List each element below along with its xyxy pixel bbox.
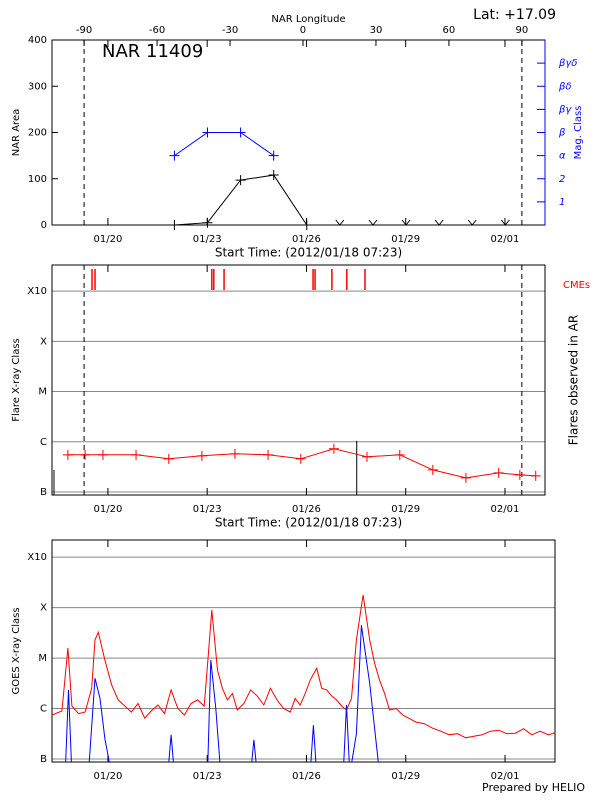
point-marker	[131, 449, 142, 460]
y-axis-label: NAR Area	[11, 109, 22, 156]
point-marker	[361, 451, 372, 462]
point-marker	[169, 150, 180, 161]
point-marker	[196, 450, 207, 461]
x-tick-label: 01/23	[193, 234, 222, 245]
series-line	[174, 132, 274, 157]
point-marker	[202, 127, 213, 138]
point-marker	[202, 217, 213, 228]
x-tick-label: 02/01	[491, 234, 520, 245]
plot-frame	[51, 539, 556, 763]
x2-tick-label: -60	[149, 25, 165, 36]
y2-tick-label: α	[559, 151, 566, 162]
cme-label: CMEs	[563, 280, 590, 291]
x-tick-label: 01/20	[94, 771, 123, 782]
point-marker	[301, 220, 312, 230]
x2-tick-label: 90	[516, 25, 529, 36]
y2-tick-label: βγδ	[558, 58, 577, 69]
y-tick-label: 300	[28, 81, 47, 92]
annotation: Prepared by HELIO	[482, 781, 585, 794]
point-marker	[530, 470, 541, 481]
point-marker	[268, 170, 279, 181]
x2-tick-label: 0	[300, 25, 306, 36]
point-marker	[163, 453, 174, 464]
point-marker	[80, 449, 91, 460]
x2-tick-label: 30	[370, 25, 383, 36]
series-line	[52, 594, 555, 739]
point-marker	[328, 443, 339, 454]
point-marker	[368, 219, 378, 226]
y-tick-label: M	[38, 653, 47, 664]
point-marker	[401, 219, 411, 226]
y2-tick-label: β	[558, 128, 566, 139]
x-tick-label: 01/23	[193, 504, 222, 515]
x-tick-label: 02/01	[491, 504, 520, 515]
annotation: Lat: +17.09	[473, 7, 556, 23]
y2-tick-label: βδ	[558, 81, 572, 92]
x2-tick-label: -30	[222, 25, 238, 36]
point-marker	[434, 219, 444, 226]
x-tick-label: 01/29	[391, 504, 420, 515]
point-marker	[295, 453, 306, 464]
y-tick-label: B	[40, 754, 47, 765]
point-marker	[268, 150, 279, 161]
x2-tick-label: 60	[443, 25, 456, 36]
y-tick-label: X10	[27, 552, 47, 563]
point-marker	[460, 472, 471, 483]
point-marker	[335, 219, 345, 226]
y-tick-label: X10	[27, 286, 47, 297]
point-marker	[394, 449, 405, 460]
x-tick-label: 01/26	[292, 771, 321, 782]
point-marker	[235, 175, 246, 186]
x-axis-label: Start Time: (2012/01/18 07:23)	[215, 246, 402, 260]
point-marker	[263, 449, 274, 460]
y-tick-label: C	[40, 437, 47, 448]
x2-axis-label: NAR Longitude	[271, 14, 345, 25]
plot-frame	[51, 39, 546, 226]
x-tick-label: 01/20	[94, 504, 123, 515]
x-tick-label: 01/23	[193, 771, 222, 782]
x-tick-label: 01/20	[94, 234, 123, 245]
point-marker	[493, 467, 504, 478]
y-tick-label: X	[40, 336, 47, 347]
y2-tick-label: 1	[559, 197, 565, 208]
y-tick-label: 0	[41, 220, 47, 231]
series-line	[65, 625, 379, 762]
x-tick-label: 01/26	[292, 234, 321, 245]
x-axis-label: Start Time: (2012/01/18 07:23)	[215, 516, 402, 530]
y2-tick-label: βγ	[558, 104, 572, 115]
point-marker	[229, 448, 240, 459]
y-axis-label: GOES X-ray Class	[11, 607, 22, 694]
x-tick-label: 01/26	[292, 504, 321, 515]
point-marker	[514, 469, 525, 480]
x-tick-label: 02/01	[491, 771, 520, 782]
y2-axis-label: Mag. Class	[573, 106, 584, 160]
y-tick-label: X	[40, 603, 47, 614]
y-tick-label: 400	[28, 35, 47, 46]
point-marker	[467, 219, 477, 226]
y-tick-label: 100	[28, 174, 47, 185]
plot-frame	[51, 264, 546, 496]
y-tick-label: M	[38, 387, 47, 398]
plot-area	[52, 594, 555, 762]
x-tick-label: 01/29	[391, 234, 420, 245]
point-marker	[169, 220, 180, 230]
point-marker	[62, 449, 73, 460]
y2-tick-label: 2	[559, 174, 565, 185]
point-marker	[500, 219, 510, 226]
x-tick-label: 01/29	[391, 771, 420, 782]
y-axis-label: Flare X-ray Class	[11, 338, 22, 422]
point-marker	[97, 449, 108, 460]
plot-area	[53, 440, 536, 495]
x2-tick-label: -90	[76, 25, 92, 36]
y-tick-label: B	[40, 487, 47, 498]
point-marker	[427, 464, 438, 475]
point-marker	[235, 127, 246, 138]
y-tick-label: C	[40, 704, 47, 715]
panel-title: NAR 11409	[102, 41, 203, 62]
y-tick-label: 200	[28, 128, 47, 139]
y2-axis-label: Flares observed in AR	[567, 315, 581, 445]
